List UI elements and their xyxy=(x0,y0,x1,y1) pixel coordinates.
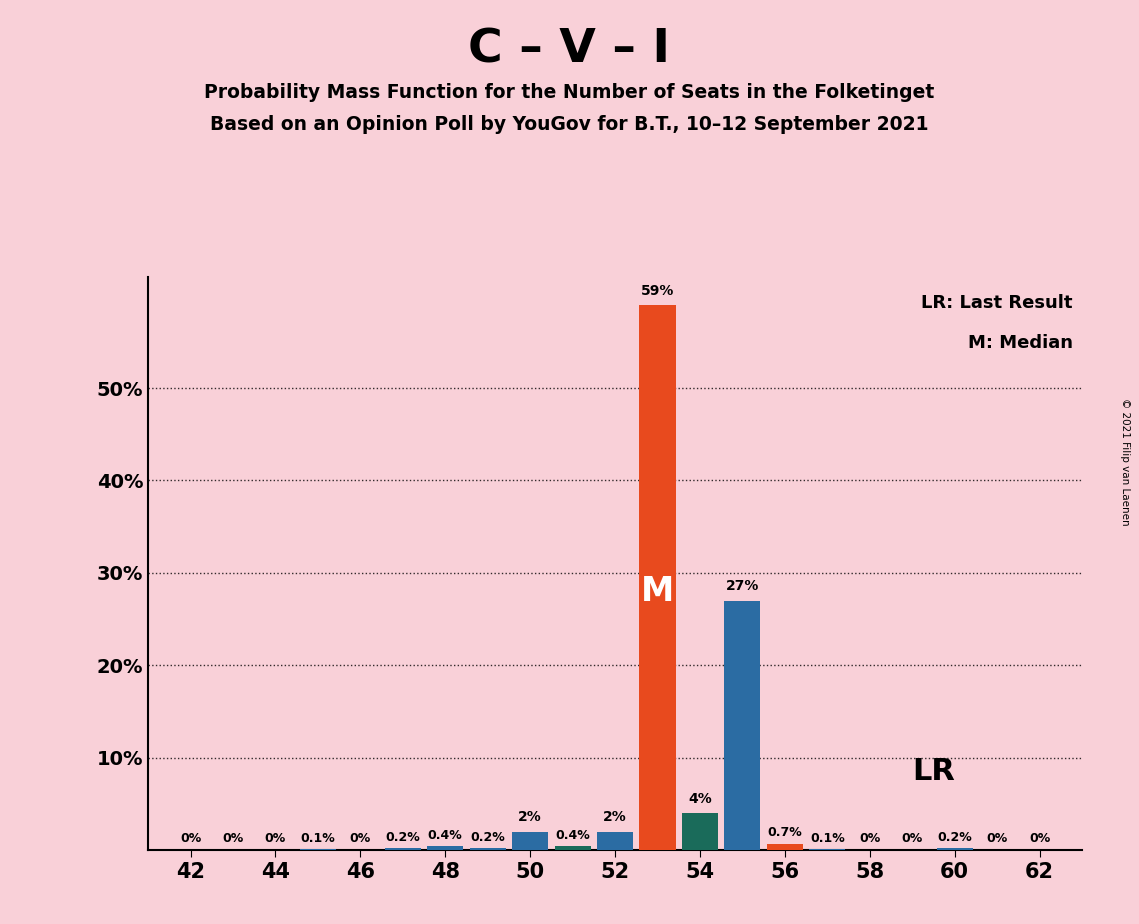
Text: Based on an Opinion Poll by YouGov for B.T., 10–12 September 2021: Based on an Opinion Poll by YouGov for B… xyxy=(211,116,928,135)
Text: M: M xyxy=(641,575,674,608)
Text: LR: LR xyxy=(912,757,954,786)
Text: 27%: 27% xyxy=(726,579,759,593)
Text: LR: Last Result: LR: Last Result xyxy=(921,295,1073,312)
Text: 0%: 0% xyxy=(180,833,202,845)
Text: 0.2%: 0.2% xyxy=(385,831,420,844)
Bar xyxy=(936,848,973,850)
Text: 0%: 0% xyxy=(264,833,286,845)
Text: 0%: 0% xyxy=(1029,833,1050,845)
Text: 0%: 0% xyxy=(222,833,244,845)
Text: 0%: 0% xyxy=(986,833,1008,845)
Text: 0.4%: 0.4% xyxy=(555,829,590,842)
Text: Probability Mass Function for the Number of Seats in the Folketinget: Probability Mass Function for the Number… xyxy=(204,83,935,103)
Bar xyxy=(300,849,336,850)
Bar xyxy=(639,305,675,850)
Bar xyxy=(513,832,548,850)
Text: 59%: 59% xyxy=(641,284,674,298)
Text: 0.2%: 0.2% xyxy=(470,831,505,844)
Bar xyxy=(469,848,506,850)
Text: 0%: 0% xyxy=(902,833,923,845)
Text: 2%: 2% xyxy=(518,810,542,824)
Text: 0%: 0% xyxy=(859,833,880,845)
Text: 0.7%: 0.7% xyxy=(768,826,802,839)
Bar xyxy=(385,848,420,850)
Bar xyxy=(597,832,633,850)
Bar xyxy=(724,601,761,850)
Bar xyxy=(767,844,803,850)
Bar xyxy=(810,849,845,850)
Text: 0.4%: 0.4% xyxy=(428,829,462,842)
Text: 0%: 0% xyxy=(350,833,371,845)
Text: 0.1%: 0.1% xyxy=(810,832,845,845)
Text: © 2021 Filip van Laenen: © 2021 Filip van Laenen xyxy=(1121,398,1130,526)
Bar xyxy=(555,846,591,850)
Bar xyxy=(682,813,718,850)
Text: M: Median: M: Median xyxy=(968,334,1073,352)
Text: 4%: 4% xyxy=(688,792,712,806)
Bar xyxy=(427,846,464,850)
Text: 0.2%: 0.2% xyxy=(937,831,972,844)
Text: 2%: 2% xyxy=(604,810,626,824)
Text: 0.1%: 0.1% xyxy=(301,832,335,845)
Text: C – V – I: C – V – I xyxy=(468,28,671,73)
